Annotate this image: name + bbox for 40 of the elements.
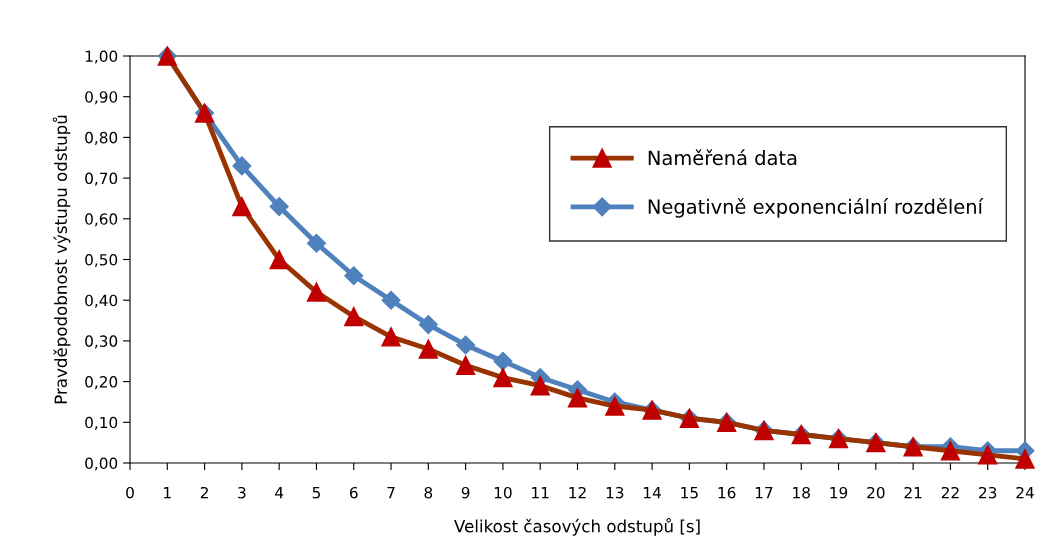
legend-label: Negativně exponenciální rozdělení bbox=[648, 198, 984, 218]
x-axis-title: Velikost časových odstupů [s] bbox=[454, 518, 700, 536]
x-tick-label: 1 bbox=[164, 487, 171, 499]
x-tick-label: 8 bbox=[424, 486, 433, 499]
y-tick-label: 0,10 bbox=[85, 416, 118, 430]
x-tick-label: 9 bbox=[461, 486, 470, 499]
x-tick-label: 5 bbox=[312, 487, 320, 499]
x-tick-label: 21 bbox=[904, 486, 922, 499]
x-tick-label: 7 bbox=[387, 487, 395, 499]
x-tick-label: 3 bbox=[238, 486, 246, 499]
x-tick-label: 22 bbox=[941, 486, 959, 499]
x-tick-label: 4 bbox=[275, 487, 284, 499]
y-tick-label: 0,00 bbox=[85, 457, 118, 471]
y-tick-label: 0,80 bbox=[85, 131, 118, 145]
x-tick-label: 14 bbox=[644, 487, 661, 499]
x-tick-label: 18 bbox=[793, 486, 810, 499]
x-tick-label: 20 bbox=[867, 486, 885, 499]
x-tick-label: 13 bbox=[606, 486, 624, 499]
y-tick-label: 0,30 bbox=[85, 335, 118, 349]
y-tick-label: 1,00 bbox=[85, 50, 118, 64]
x-tick-label: 0 bbox=[126, 486, 134, 499]
y-tick-label: 0,20 bbox=[85, 376, 118, 390]
x-tick-label: 10 bbox=[494, 486, 512, 499]
x-tick-label: 12 bbox=[569, 486, 586, 499]
y-tick-label: 0,60 bbox=[85, 213, 118, 227]
x-tick-label: 6 bbox=[349, 486, 358, 499]
y-tick-label: 0,70 bbox=[85, 172, 118, 186]
x-tick-label: 16 bbox=[718, 486, 736, 499]
x-tick-label: 2 bbox=[200, 486, 208, 499]
legend-label: Naměřená data bbox=[648, 149, 797, 166]
y-tick-label: 0,40 bbox=[85, 294, 118, 308]
x-tick-label: 11 bbox=[532, 487, 549, 499]
y-tick-label: 0,50 bbox=[85, 253, 118, 268]
x-tick-label: 15 bbox=[681, 487, 698, 499]
y-tick-label: 0,90 bbox=[85, 91, 118, 105]
y-axis-title: Pravděpodobnost výstupu odstupů bbox=[52, 115, 71, 404]
x-tick-label: 24 bbox=[1016, 486, 1034, 499]
x-tick-label: 23 bbox=[979, 486, 997, 499]
x-tick-label: 19 bbox=[830, 486, 848, 499]
x-tick-label: 17 bbox=[755, 487, 773, 499]
